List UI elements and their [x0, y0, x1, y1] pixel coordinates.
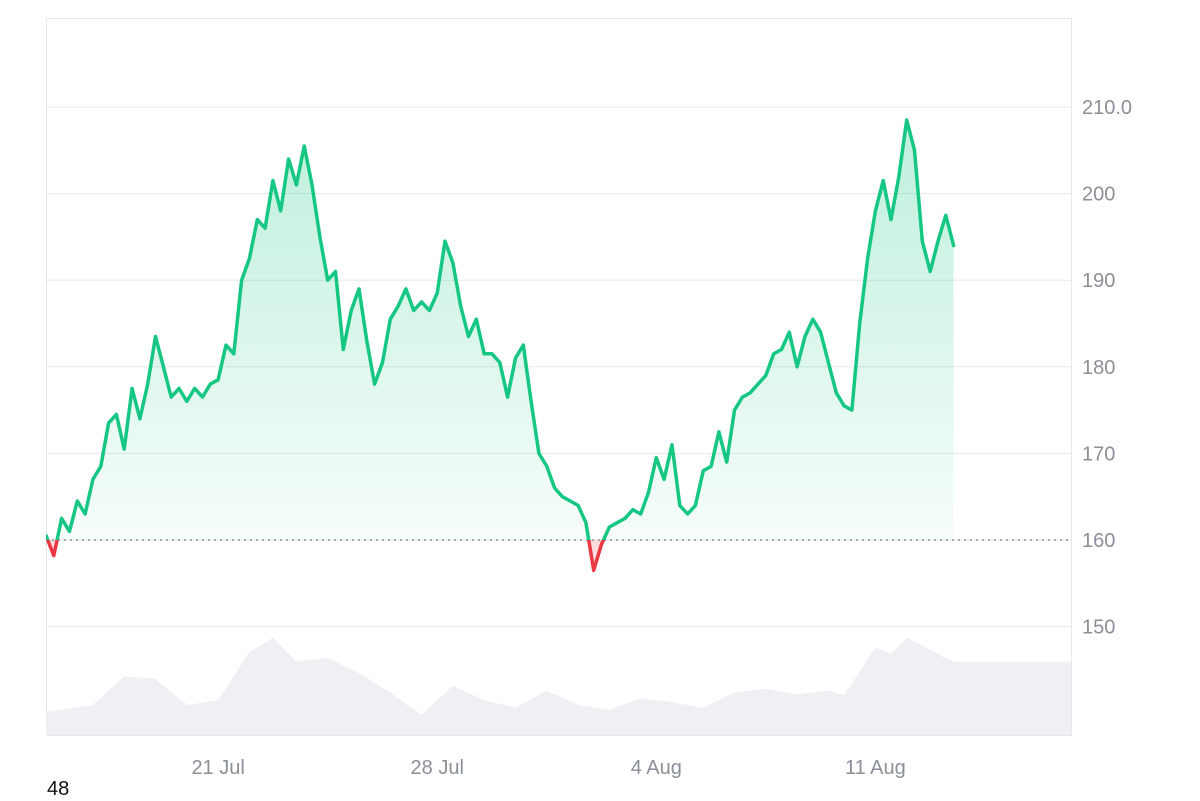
y-tick-label: 200 — [1082, 184, 1115, 206]
y-tick-label: 160 — [1082, 530, 1115, 552]
area-above-baseline — [46, 120, 954, 540]
y-tick-label: 150 — [1082, 617, 1115, 639]
footer-number: 48 — [47, 778, 70, 800]
y-tick-label: 170 — [1082, 443, 1115, 465]
y-tick-label: 180 — [1082, 357, 1115, 379]
x-tick-label: 11 Aug — [845, 757, 906, 779]
price-series-line — [46, 118, 956, 540]
x-tick-label: 21 Jul — [191, 757, 244, 779]
price-line-up — [46, 118, 956, 540]
y-tick-label: 190 — [1082, 270, 1115, 292]
volume-shape — [46, 637, 1071, 735]
x-axis: 21 Jul 28 Jul 4 Aug 11 Aug — [191, 757, 905, 779]
plot-frame — [46, 18, 1072, 736]
x-tick-label: 4 Aug — [631, 757, 682, 779]
x-tick-label: 28 Jul — [411, 757, 464, 779]
volume-area — [46, 637, 1071, 735]
y-tick-label: 210.0 — [1082, 97, 1132, 119]
price-area-fill — [46, 120, 954, 540]
y-axis: 150 160 170 180 190 200 210.0 — [1082, 97, 1132, 639]
